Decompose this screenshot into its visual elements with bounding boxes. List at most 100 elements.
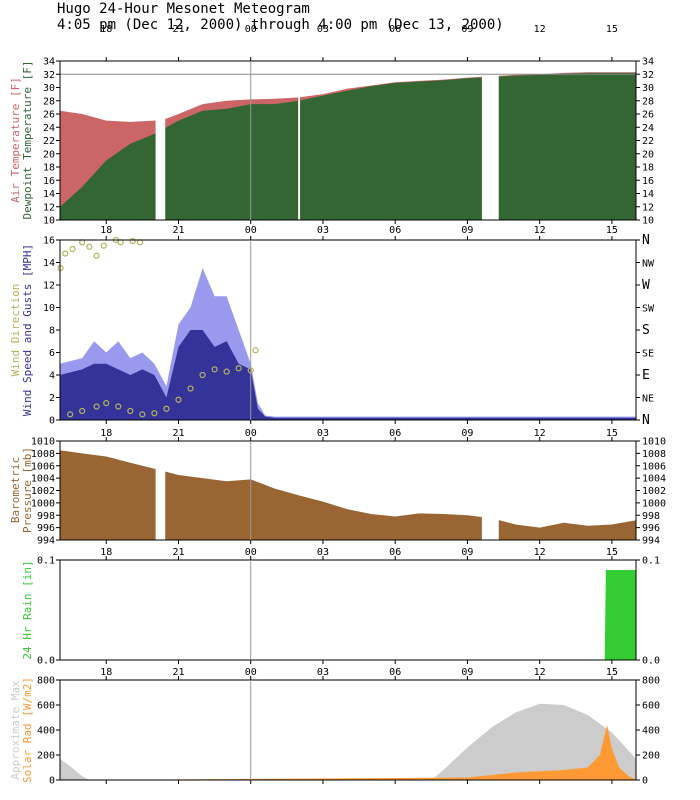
x-tick-label: 18 <box>100 428 112 439</box>
y-tick-label: 1004 <box>31 474 55 485</box>
wind-direction-point <box>252 347 259 354</box>
data-gap <box>155 62 166 220</box>
y-tick-label: 32 <box>43 70 55 81</box>
x-tick-label: 00 <box>245 225 257 236</box>
y-tick-label: 20 <box>43 149 55 160</box>
y-tick-label: 996 <box>37 523 55 534</box>
wind-direction-tick: SW <box>642 304 655 315</box>
y-tick-label: 10 <box>43 303 55 314</box>
y-axis-label: Wind Speed and Gusts [MPH] <box>21 244 34 416</box>
wind-direction-point <box>127 407 134 415</box>
y-tick-label: 1010 <box>642 437 666 448</box>
y-tick-label: 1000 <box>31 498 55 509</box>
wind-direction-point <box>129 238 136 245</box>
y-tick-label: 22 <box>642 136 654 147</box>
y-tick-label: 12 <box>642 202 654 213</box>
wind-direction-point <box>151 410 158 417</box>
y-axis-label: 24 Hr Rain [in] <box>21 560 34 659</box>
wind-direction-point <box>93 252 100 259</box>
y-tick-label: 0 <box>642 776 648 787</box>
wind-direction-point <box>139 411 146 418</box>
x-tick-label: 03 <box>317 667 329 678</box>
x-tick-label: 00 <box>245 547 257 558</box>
y-tick-label: 1002 <box>642 486 666 497</box>
wind-direction-tick: NE <box>642 394 654 405</box>
wind-direction-tick: SE <box>642 349 654 360</box>
x-tick-label: 18 <box>100 225 112 236</box>
y-tick-label: 30 <box>43 83 55 94</box>
y-tick-label: 1006 <box>642 461 666 472</box>
x-tick-label: 00 <box>245 667 257 678</box>
wind-speed-area <box>60 330 636 420</box>
y-axis-label: Barometric <box>9 457 22 523</box>
y-tick-label: 1010 <box>31 437 55 448</box>
wind-direction-tick: NW <box>642 259 655 270</box>
solar-max-area <box>60 703 636 780</box>
data-gap <box>298 62 301 220</box>
chart-title: Hugo 24-Hour Mesonet Meteogram <box>57 1 310 17</box>
y-tick-label: 12 <box>43 281 55 292</box>
y-tick-label: 994 <box>37 536 55 547</box>
y-axis-label: Dewpoint Temperature [F] <box>21 61 34 220</box>
y-tick-label: 1004 <box>642 474 666 485</box>
solar-radiation-area <box>60 725 636 780</box>
wind-direction-point <box>235 365 242 372</box>
x-tick-label: 00 <box>245 428 257 439</box>
wind-direction-point <box>86 243 93 250</box>
x-tick-label: 15 <box>606 428 618 439</box>
y-tick-label: 14 <box>43 258 55 269</box>
y-tick-label: 18 <box>642 163 654 174</box>
wind-direction-point <box>175 396 182 403</box>
x-tick-label: 06 <box>389 225 401 236</box>
y-tick-label: 32 <box>642 70 654 81</box>
x-tick-label: 03 <box>317 225 329 236</box>
y-tick-label: 1008 <box>31 449 55 460</box>
y-tick-label: 200 <box>37 751 55 762</box>
data-gap <box>481 442 499 540</box>
y-tick-label: 400 <box>37 726 55 737</box>
y-tick-label: 4 <box>49 371 55 382</box>
y-tick-label: 22 <box>43 136 55 147</box>
wind-direction-point <box>79 407 86 415</box>
y-tick-label: 24 <box>642 123 654 134</box>
y-tick-label: 1006 <box>31 461 55 472</box>
y-axis-label: Solar Rad [W/m2] <box>21 677 34 783</box>
x-tick-label: 09 <box>461 24 473 35</box>
dewpoint-area <box>60 72 636 221</box>
y-tick-label: 8 <box>49 326 55 337</box>
wind-direction-tick: E <box>642 368 650 383</box>
wind-direction-point <box>103 400 110 407</box>
y-tick-label: 600 <box>37 701 55 712</box>
x-tick-label: 06 <box>389 667 401 678</box>
wind-direction-point <box>187 385 194 392</box>
wind-direction-tick: W <box>642 278 650 293</box>
x-tick-label: 21 <box>172 24 184 35</box>
wind-direction-point <box>211 366 218 373</box>
y-tick-label: 20 <box>642 149 654 160</box>
wind-direction-point <box>100 242 107 249</box>
y-tick-label: 14 <box>642 189 654 200</box>
y-tick-label: 24 <box>43 123 55 134</box>
y-tick-label: 998 <box>37 511 55 522</box>
y-tick-label: 2 <box>49 393 55 404</box>
x-tick-label: 15 <box>606 547 618 558</box>
y-axis-label: Pressure [mb] <box>21 447 34 533</box>
x-tick-label: 09 <box>461 667 473 678</box>
y-tick-label: 10 <box>642 216 654 227</box>
y-tick-label: 18 <box>43 163 55 174</box>
wind-direction-point <box>199 371 206 379</box>
x-tick-label: 21 <box>172 428 184 439</box>
y-tick-label: 26 <box>43 110 55 121</box>
x-tick-label: 15 <box>606 24 618 35</box>
y-tick-label: 600 <box>642 701 660 712</box>
y-tick-label: 200 <box>642 751 660 762</box>
x-tick-label: 12 <box>534 225 546 236</box>
y-tick-label: 34 <box>642 57 654 68</box>
y-tick-label: 0 <box>49 416 55 427</box>
y-axis-label: Air Temperature [F] <box>9 77 22 203</box>
y-tick-label: 994 <box>642 536 660 547</box>
x-tick-label: 09 <box>461 225 473 236</box>
wind-direction-point <box>62 250 69 257</box>
x-tick-label: 18 <box>100 547 112 558</box>
